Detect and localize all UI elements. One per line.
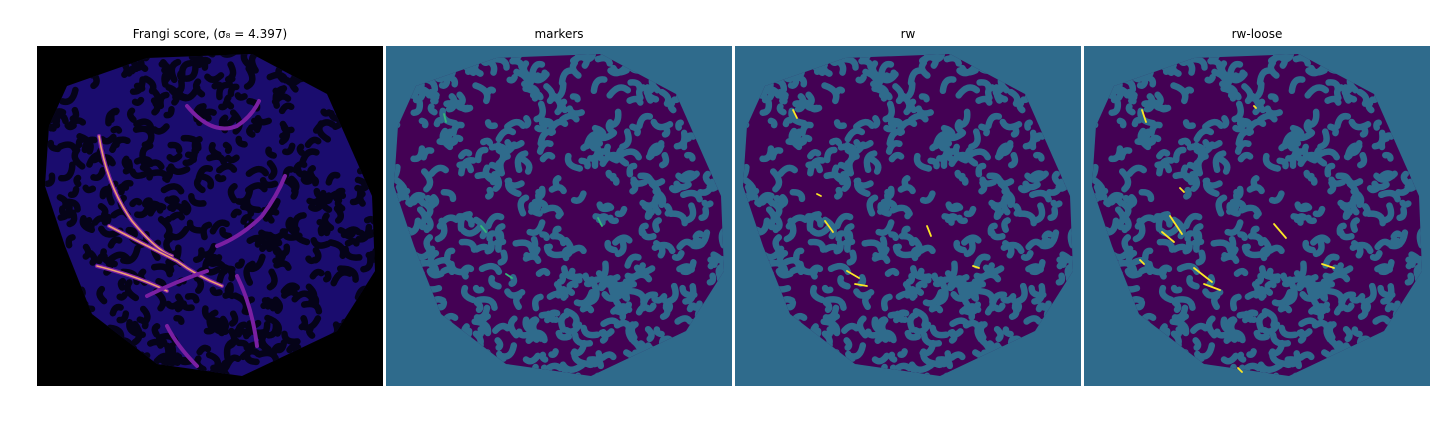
markers-image (386, 46, 732, 386)
panel-frangi: Frangi score, (σ₈ = 4.397) (37, 27, 383, 386)
panel-title: markers (534, 27, 584, 41)
panel-markers: markers (386, 27, 732, 386)
panel-title: Frangi score, (σ₈ = 4.397) (132, 27, 288, 41)
panel-title: rw (900, 27, 916, 41)
panel-rw: rw (735, 27, 1081, 386)
rw-loose-image (1084, 46, 1430, 386)
panel-rw-loose: rw-loose (1084, 27, 1430, 386)
panel-title: rw-loose (1231, 27, 1283, 41)
rw-image (735, 46, 1081, 386)
frangi-image (37, 46, 383, 386)
